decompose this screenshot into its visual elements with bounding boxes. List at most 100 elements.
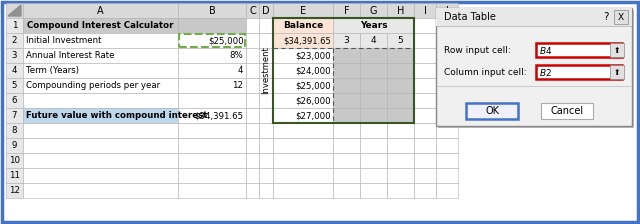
Bar	[273, 123, 333, 138]
Bar	[6, 183, 23, 198]
Bar	[360, 183, 387, 198]
Text: $26,000: $26,000	[296, 96, 331, 105]
Text: 3: 3	[12, 51, 17, 60]
Bar	[23, 93, 178, 108]
Bar	[387, 33, 414, 48]
Bar	[360, 33, 387, 48]
Bar	[6, 63, 23, 78]
Bar	[387, 183, 414, 198]
Text: $B$4: $B$4	[539, 45, 552, 56]
Bar	[246, 153, 259, 168]
Bar	[273, 153, 333, 168]
Bar	[23, 33, 178, 48]
Text: Term (Years): Term (Years)	[26, 66, 79, 75]
Bar	[387, 63, 414, 78]
Bar	[436, 153, 458, 168]
Bar	[23, 108, 178, 123]
Bar	[178, 168, 246, 183]
Text: 10: 10	[9, 156, 20, 165]
Bar	[273, 18, 333, 33]
Bar	[360, 78, 387, 93]
Bar	[246, 63, 259, 78]
Bar	[387, 3, 414, 18]
Bar	[436, 18, 458, 33]
Bar	[23, 153, 178, 168]
Bar	[414, 18, 436, 33]
Bar	[436, 33, 458, 48]
Bar	[438, 10, 634, 128]
Bar	[387, 48, 414, 63]
Text: G: G	[370, 6, 377, 15]
Bar	[333, 168, 360, 183]
Text: 12: 12	[9, 186, 20, 195]
Bar	[333, 138, 360, 153]
Bar	[178, 48, 246, 63]
Bar	[333, 3, 360, 18]
Bar	[259, 108, 273, 123]
Bar	[333, 78, 360, 93]
Bar	[414, 3, 436, 18]
Bar	[259, 123, 273, 138]
Bar	[259, 138, 273, 153]
Bar	[6, 108, 23, 123]
Text: 3: 3	[344, 36, 349, 45]
Bar	[246, 183, 259, 198]
Bar	[6, 153, 23, 168]
Text: Cancel: Cancel	[550, 106, 584, 116]
Text: $23,000: $23,000	[296, 51, 331, 60]
Bar	[259, 3, 273, 18]
Bar	[23, 168, 178, 183]
Text: 8: 8	[12, 126, 17, 135]
Bar	[6, 123, 23, 138]
Bar	[387, 138, 414, 153]
Text: 12: 12	[232, 81, 243, 90]
Bar	[436, 63, 458, 78]
Bar	[178, 108, 246, 123]
Bar	[246, 123, 259, 138]
Bar	[246, 33, 259, 48]
Text: Initial Investment: Initial Investment	[26, 36, 101, 45]
Bar	[6, 48, 23, 63]
Bar	[333, 33, 360, 48]
Text: OK: OK	[485, 106, 499, 116]
Bar	[333, 18, 414, 33]
Bar	[273, 63, 333, 78]
Bar	[178, 183, 246, 198]
Bar	[466, 103, 518, 119]
Text: 1: 1	[12, 21, 17, 30]
Bar	[360, 138, 387, 153]
Bar	[387, 123, 414, 138]
Bar	[360, 153, 387, 168]
Bar	[541, 103, 593, 119]
Bar	[6, 18, 23, 33]
Bar	[536, 65, 622, 79]
Bar	[259, 183, 273, 198]
Text: $34,391.65: $34,391.65	[284, 36, 331, 45]
Text: $B$2: $B$2	[539, 67, 552, 78]
Bar	[259, 33, 273, 48]
Bar	[273, 48, 333, 63]
Bar	[333, 48, 360, 63]
Text: Data Table: Data Table	[444, 12, 496, 22]
Bar	[436, 8, 632, 126]
Text: X: X	[618, 13, 624, 22]
Polygon shape	[8, 5, 21, 16]
Text: $25,000: $25,000	[296, 81, 331, 90]
Bar	[23, 78, 178, 93]
Bar	[387, 153, 414, 168]
Bar	[436, 8, 632, 26]
Bar	[360, 3, 387, 18]
Bar	[246, 138, 259, 153]
Bar	[436, 78, 458, 93]
Bar	[246, 93, 259, 108]
Text: 7: 7	[12, 111, 17, 120]
Text: 2: 2	[12, 36, 17, 45]
Text: Investment: Investment	[262, 47, 271, 94]
Bar	[6, 33, 23, 48]
Text: E: E	[300, 6, 306, 15]
Bar	[273, 108, 333, 123]
Bar	[178, 3, 246, 18]
Text: 11: 11	[9, 171, 20, 180]
Bar	[360, 48, 387, 63]
Bar	[178, 153, 246, 168]
